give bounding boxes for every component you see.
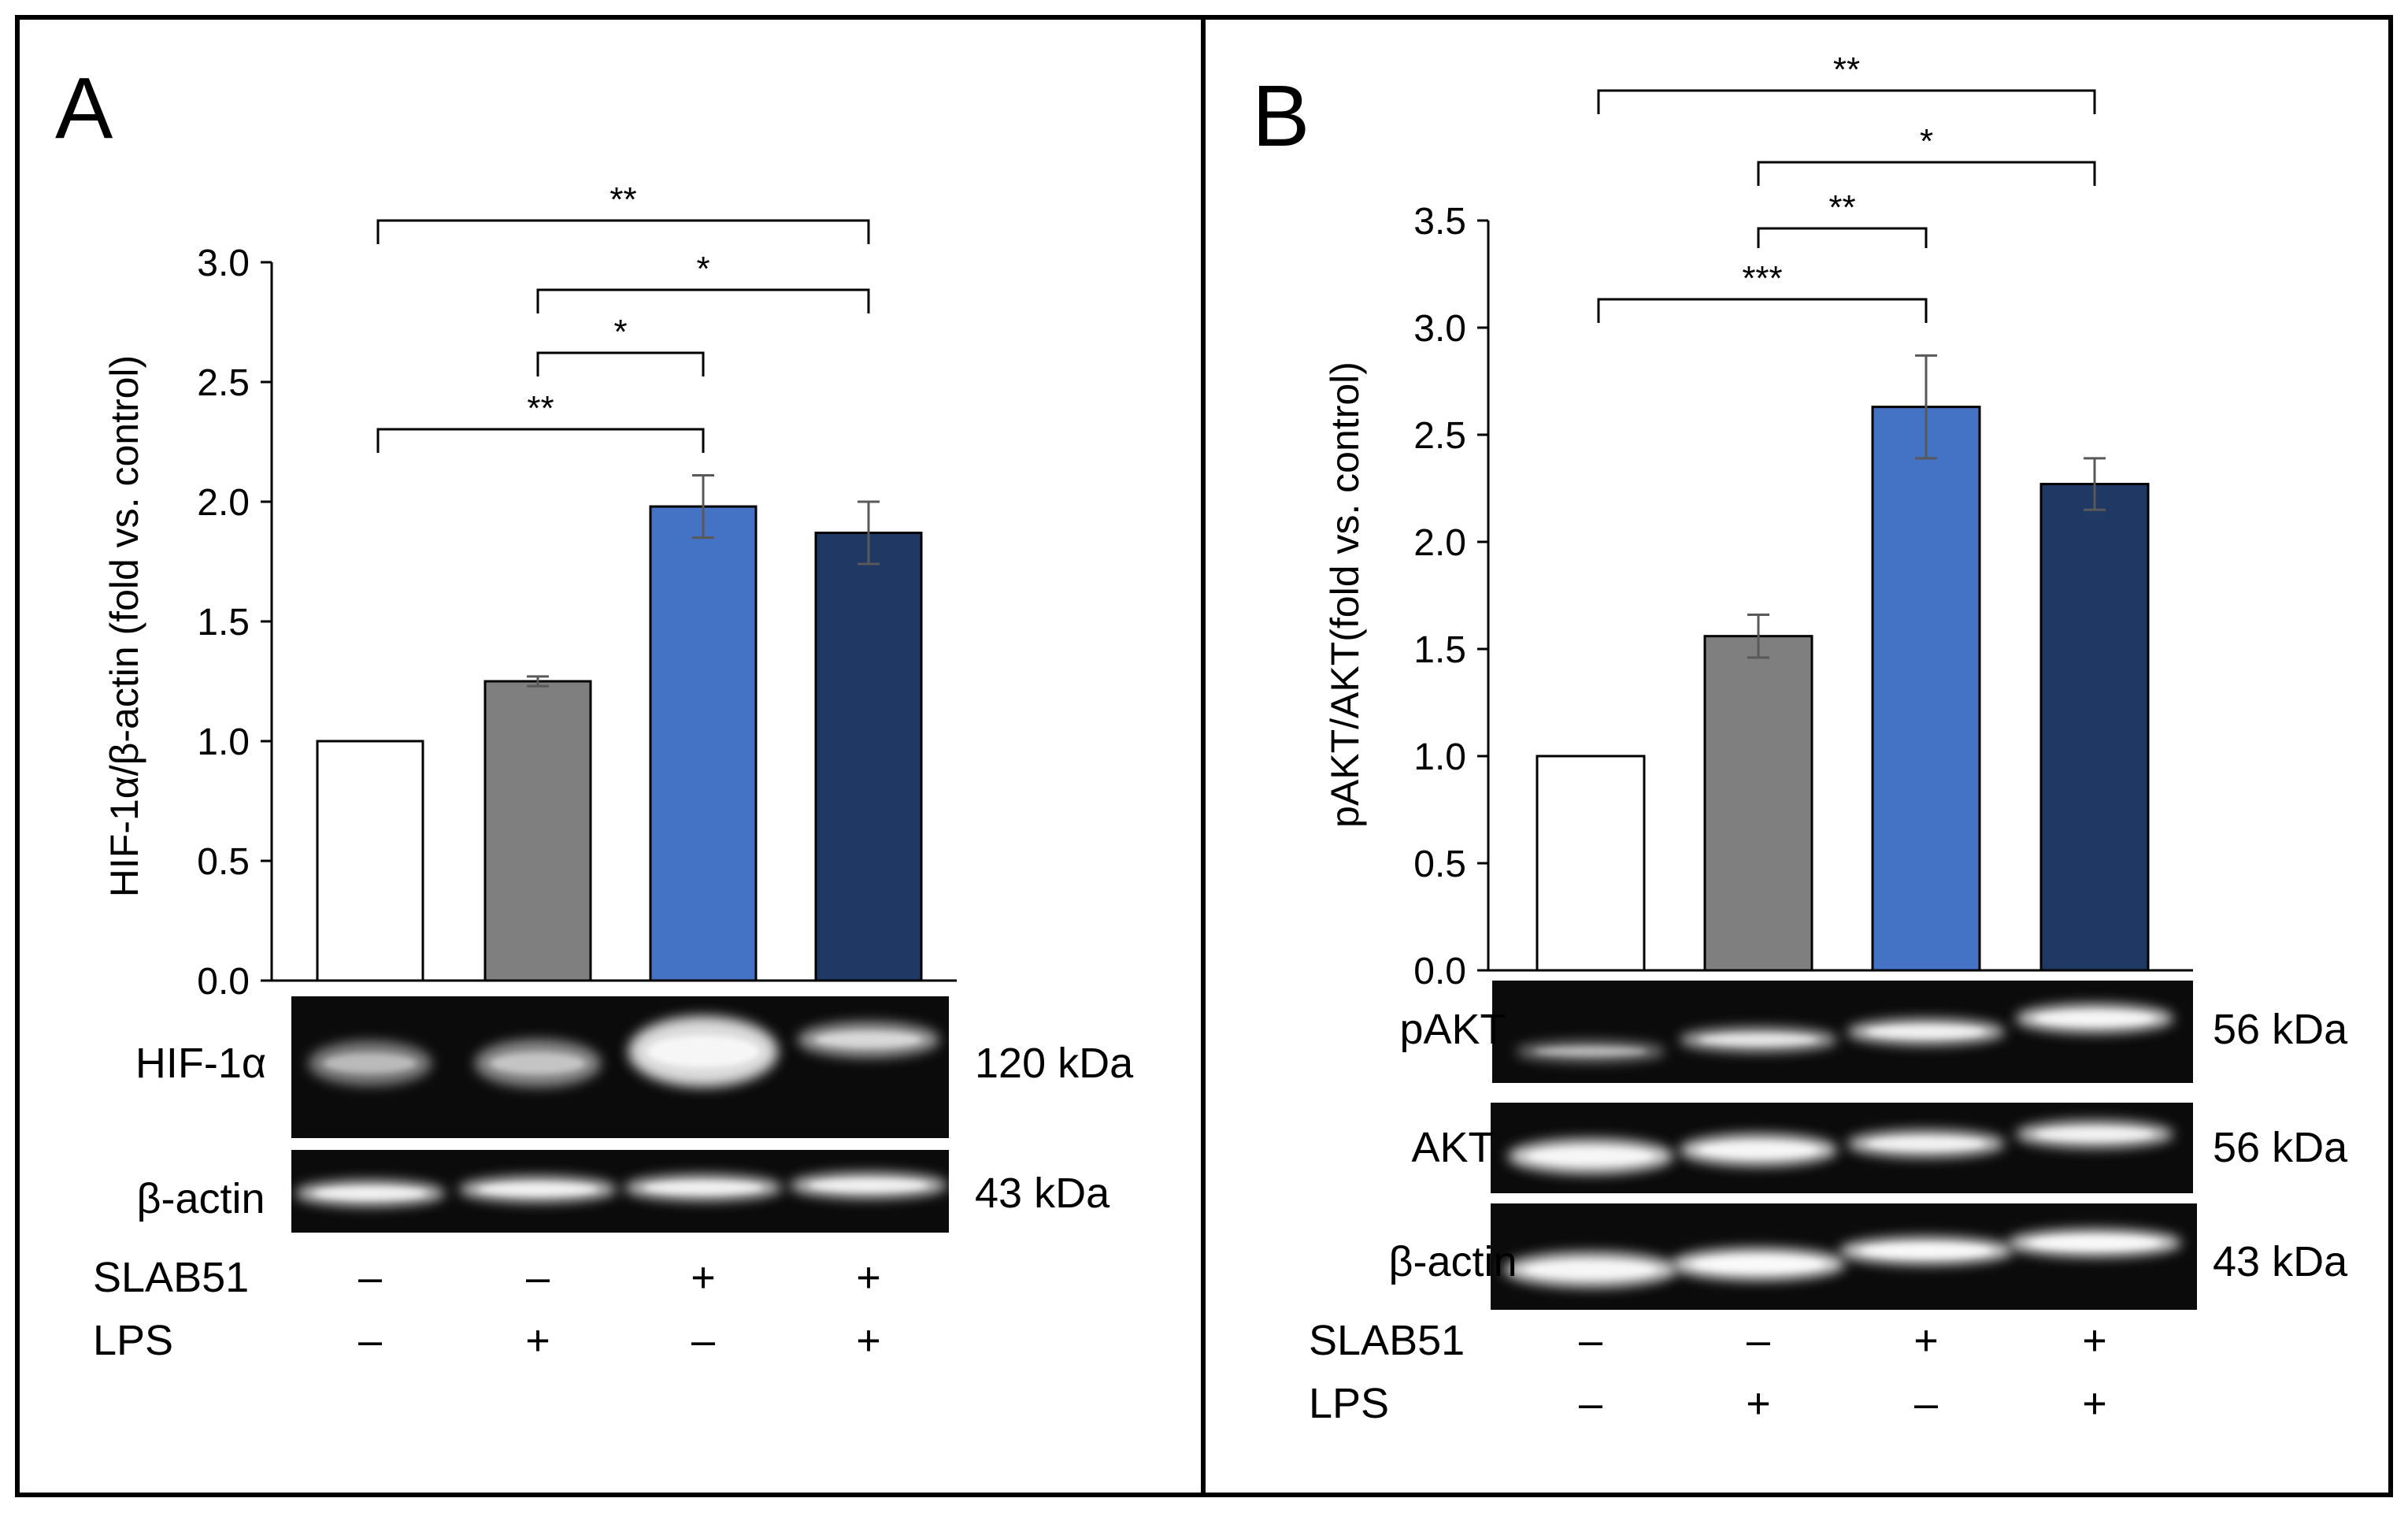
significance-label: *** bbox=[1742, 259, 1782, 298]
treatment-sign: – bbox=[1579, 1317, 1602, 1364]
y-tick-label: 1.5 bbox=[197, 602, 250, 643]
significance-bracket bbox=[1597, 89, 2096, 114]
blot-band-core bbox=[479, 1183, 597, 1196]
treatment-sign: – bbox=[1579, 1380, 1602, 1427]
significance-bracket bbox=[1597, 298, 1928, 323]
treatment-sign: + bbox=[1913, 1317, 1939, 1364]
significance-bracket bbox=[1757, 161, 2096, 186]
y-tick-label: 2.5 bbox=[1413, 415, 1466, 457]
y-axis-title: pAKT/AKT(fold vs. control) bbox=[1323, 362, 1367, 828]
y-tick-label: 0.5 bbox=[197, 841, 250, 883]
blot-label: HIF-1α bbox=[135, 1040, 266, 1087]
y-tick-label: 1.0 bbox=[197, 721, 250, 763]
bar-3 bbox=[1871, 406, 1981, 972]
significance-label: ** bbox=[1828, 188, 1855, 227]
blot-size-label: 43 kDa bbox=[975, 1170, 1110, 1217]
blot-band-core bbox=[1867, 1137, 1985, 1150]
blot-band-core bbox=[1699, 1034, 1817, 1045]
treatment-sign: + bbox=[1746, 1380, 1771, 1427]
treatment-name: LPS bbox=[93, 1317, 173, 1364]
y-tick-label: 1.5 bbox=[1413, 629, 1466, 671]
blot-band-core bbox=[1693, 1257, 1824, 1271]
treatment-sign: + bbox=[691, 1254, 716, 1301]
treatment-name: LPS bbox=[1309, 1380, 1389, 1427]
panel-b-letter: B bbox=[1252, 68, 1310, 165]
blot-label: pAKT bbox=[1399, 1006, 1506, 1053]
y-tick-label: 3.0 bbox=[197, 243, 250, 284]
y-axis-title: HIF-1α/β-actin (fold vs. control) bbox=[102, 355, 146, 897]
significance-bracket bbox=[536, 288, 870, 313]
blot-band-core bbox=[1699, 1143, 1817, 1157]
blot-size-label: 43 kDa bbox=[2213, 1238, 2348, 1285]
y-tick-label: 2.0 bbox=[197, 482, 250, 524]
significance-bracket bbox=[376, 428, 705, 453]
bar-4 bbox=[2039, 483, 2150, 972]
blot-band-core bbox=[1528, 1148, 1653, 1164]
panel-a-chart: 0.0 0.5 1.0 1.5 2.0 2.5 3.0 HIF-1α/β-actin (fol… bbox=[93, 180, 1134, 1364]
y-tick-label: 0.0 bbox=[1413, 951, 1466, 992]
blot-band-core bbox=[2036, 1011, 2154, 1025]
treatment-sign: – bbox=[1914, 1380, 1938, 1427]
blot-band-core bbox=[1867, 1025, 1985, 1038]
treatment-sign: – bbox=[691, 1317, 715, 1364]
blot-band-core bbox=[646, 1035, 760, 1068]
blot-band-core bbox=[1525, 1262, 1656, 1278]
blot-size-label: 56 kDa bbox=[2213, 1124, 2348, 1171]
treatment-sign: + bbox=[856, 1317, 881, 1364]
blot-band-core bbox=[324, 1053, 417, 1074]
y-tick-label: 0.0 bbox=[197, 961, 250, 1003]
bar-4 bbox=[814, 532, 923, 982]
bar-3 bbox=[649, 505, 758, 982]
blot-band-core bbox=[491, 1052, 585, 1074]
y-tick-label: 2.5 bbox=[197, 362, 250, 404]
treatment-sign: – bbox=[358, 1254, 382, 1301]
blot-band-core bbox=[313, 1187, 427, 1200]
treatment-sign: – bbox=[526, 1254, 550, 1301]
y-tick-label: 0.5 bbox=[1413, 844, 1466, 885]
y-tick-label: 2.0 bbox=[1413, 522, 1466, 564]
significance-label: * bbox=[1920, 122, 1933, 161]
bar-1 bbox=[1536, 755, 1646, 972]
blot-band-core bbox=[1534, 1047, 1647, 1056]
blot-band-core bbox=[809, 1179, 928, 1192]
blot-size-label: 120 kDa bbox=[975, 1040, 1134, 1087]
blot-band-core bbox=[644, 1181, 762, 1194]
significance-bracket bbox=[536, 351, 705, 376]
bar-2 bbox=[483, 680, 592, 982]
blot-label: AKT bbox=[1411, 1124, 1494, 1171]
treatment-sign: – bbox=[1747, 1317, 1770, 1364]
significance-label: * bbox=[613, 313, 627, 351]
significance-label: ** bbox=[1833, 50, 1860, 89]
panel-a-letter: A bbox=[55, 60, 113, 157]
blot-band-core bbox=[2036, 1128, 2154, 1140]
treatment-sign: + bbox=[856, 1254, 881, 1301]
y-tick-label: 3.0 bbox=[1413, 308, 1466, 350]
bar-2 bbox=[1703, 635, 1813, 972]
panel-b-chart: 0.0 0.5 1.0 1.5 2.0 2.5 3.0 3.5 pAKT/AKT(fold vs… bbox=[1309, 50, 2348, 1427]
blot-size-label: 56 kDa bbox=[2213, 1006, 2348, 1053]
significance-label: ** bbox=[609, 180, 636, 219]
significance-label: * bbox=[696, 250, 709, 288]
y-tick-label: 3.5 bbox=[1413, 201, 1466, 243]
y-tick-label: 1.0 bbox=[1413, 736, 1466, 778]
treatment-name: SLAB51 bbox=[1309, 1317, 1465, 1364]
significance-bracket bbox=[376, 219, 870, 244]
blot-band-core bbox=[1861, 1244, 1991, 1257]
treatment-sign: – bbox=[358, 1317, 382, 1364]
treatment-sign: + bbox=[2082, 1380, 2107, 1427]
treatment-name: SLAB51 bbox=[93, 1254, 249, 1301]
blot-label: β-actin bbox=[136, 1175, 265, 1222]
blot-label: β-actin bbox=[1388, 1238, 1517, 1285]
treatment-sign: + bbox=[525, 1317, 550, 1364]
bar-1 bbox=[316, 740, 424, 982]
treatment-sign: + bbox=[2082, 1317, 2107, 1364]
significance-bracket bbox=[1757, 227, 1928, 248]
blot-band-core bbox=[2029, 1237, 2160, 1249]
blot-band-core bbox=[815, 1032, 922, 1048]
significance-label: ** bbox=[527, 389, 554, 428]
